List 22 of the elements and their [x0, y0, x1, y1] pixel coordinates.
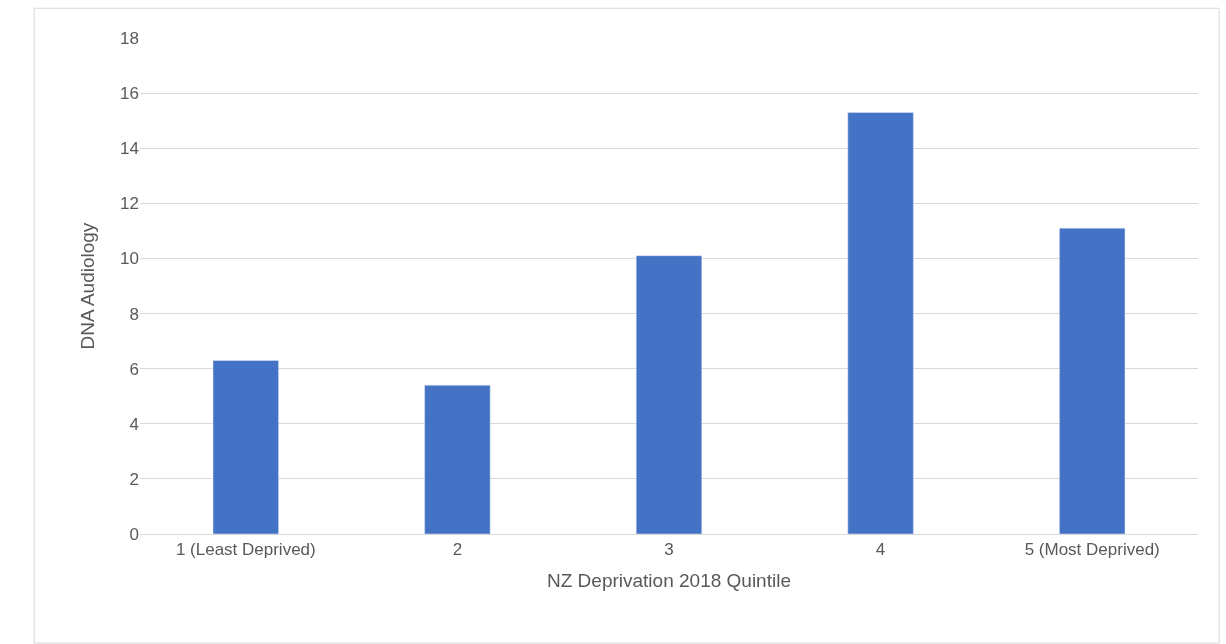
y-tick-label: 6 [129, 359, 139, 379]
x-tick-label: 4 [875, 540, 886, 560]
x-tick-label: 5 (Most Deprived) [1024, 540, 1160, 560]
y-tick-label: 0 [129, 524, 139, 544]
y-tick-label: 18 [120, 28, 139, 48]
y-tick-label: 14 [120, 139, 139, 159]
y-tick-label: 10 [120, 249, 139, 269]
y-tick-label: 16 [120, 84, 139, 104]
x-axis-title: NZ Deprivation 2018 Quintile [547, 570, 791, 592]
y-tick-label: 12 [120, 194, 139, 214]
x-tick-label: 2 [452, 540, 463, 560]
bar [847, 112, 914, 534]
y-axis-title: DNA Audiology [76, 222, 98, 350]
bar [635, 255, 703, 534]
y-tick-label: 4 [129, 414, 139, 434]
bar [212, 360, 279, 534]
y-tick-label: 2 [129, 469, 139, 489]
x-tick-label: 1 (Least Deprived) [175, 540, 316, 560]
bar [424, 384, 491, 534]
y-tick-label: 8 [129, 304, 139, 324]
x-tick-label: 3 [664, 540, 674, 560]
bar [1059, 227, 1126, 534]
